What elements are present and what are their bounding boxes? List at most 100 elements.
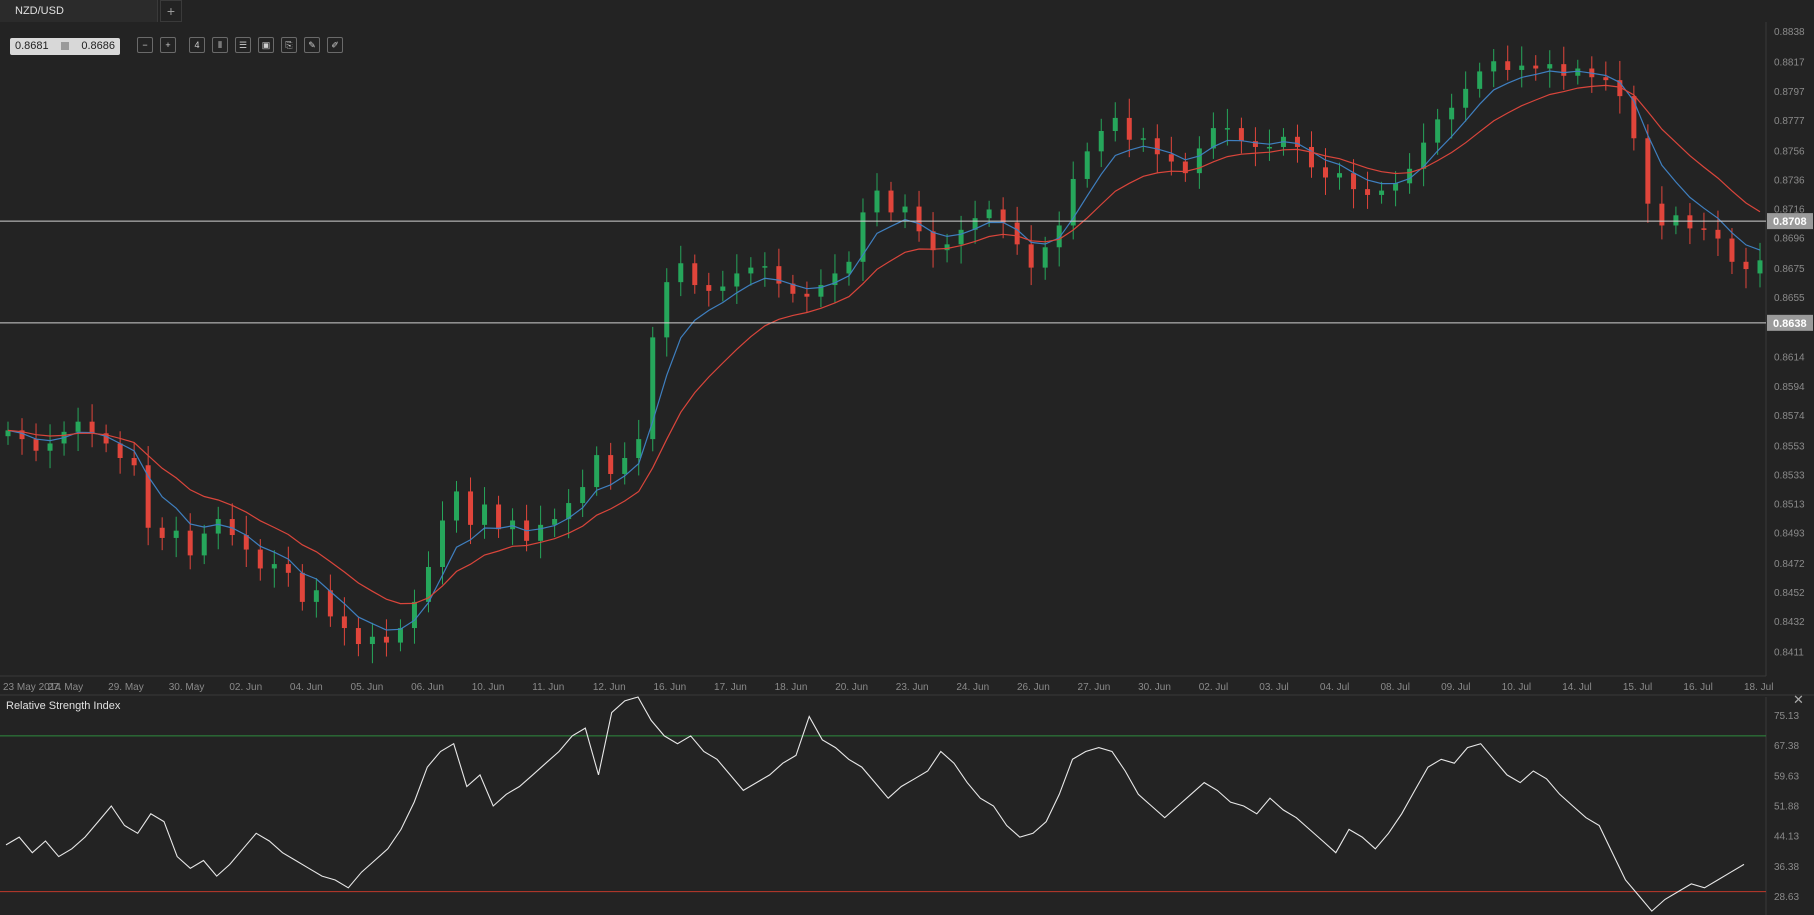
price-tick-label: 0.8736 (1774, 175, 1805, 186)
candle-body (1238, 128, 1244, 142)
candle-body (1196, 148, 1202, 174)
time-tick-label: 10. Jul (1502, 682, 1531, 693)
candle-body (720, 286, 726, 291)
time-tick-label: 27. Jun (1078, 682, 1111, 693)
tab-bar: NZD/USD + (0, 0, 1814, 22)
close-indicator-icon[interactable]: ✕ (1793, 692, 1804, 707)
candle-body (636, 439, 642, 458)
time-tick-label: 18. Jul (1744, 682, 1773, 693)
time-tick-label: 04. Jun (290, 682, 323, 693)
candle-body (5, 430, 11, 437)
ma-slow-line (7, 84, 1761, 605)
time-tick-label: 11. Jun (532, 682, 564, 693)
candle-body (734, 273, 740, 287)
time-tick-label: 03. Jul (1259, 682, 1288, 693)
time-tick-label: 18. Jun (775, 682, 808, 693)
price-tick-label: 0.8493 (1774, 529, 1805, 540)
candle-body (1463, 88, 1469, 108)
candle-body (271, 564, 277, 569)
candle-body (594, 455, 600, 488)
time-tick-label: 20. Jun (835, 682, 868, 693)
level-price-label: 0.8638 (1773, 318, 1807, 330)
price-tick-label: 0.8817 (1774, 58, 1805, 69)
candle-body (1210, 128, 1216, 149)
candle-body (1112, 117, 1118, 131)
candle-body (678, 263, 684, 283)
rsi-tick-label: 59.63 (1774, 771, 1799, 782)
candles-icon[interactable]: ⫴ (212, 37, 228, 53)
candle-body (1617, 80, 1623, 97)
time-tick-label: 16. Jul (1683, 682, 1712, 693)
price-tick-label: 0.8553 (1774, 441, 1805, 452)
pen-icon[interactable]: ✐ (327, 37, 343, 53)
candles-layer (5, 45, 1763, 664)
candle-body (313, 590, 319, 602)
candle-body (916, 206, 922, 232)
candle-body (145, 465, 151, 528)
candle-body (846, 261, 852, 274)
candle-body (1182, 161, 1188, 174)
candle-body (89, 421, 95, 434)
zoom-in-icon[interactable]: + (160, 37, 176, 53)
price-tick-label: 0.8411 (1774, 648, 1804, 659)
candle-body (1561, 64, 1567, 76)
candle-body (1435, 119, 1441, 143)
candle-body (692, 263, 698, 286)
price-tick-label: 0.8614 (1774, 353, 1805, 364)
quote-box[interactable]: 0.8681 0.8686 (10, 38, 120, 55)
candle-body (341, 616, 347, 629)
candle-body (103, 433, 109, 444)
time-tick-label: 02. Jun (229, 682, 262, 693)
candle-body (1056, 225, 1062, 248)
time-tick-label: 27. May (48, 682, 84, 693)
chart-type-icon[interactable]: ▣ (258, 37, 274, 53)
candle-body (47, 443, 53, 451)
candle-body (510, 520, 516, 530)
time-tick-label: 08. Jul (1380, 682, 1409, 693)
candle-body (1168, 154, 1174, 162)
candle-body (243, 535, 249, 550)
candle-body (482, 504, 488, 525)
candle-body (173, 530, 179, 538)
time-tick-label: 26. Jun (1017, 682, 1050, 693)
attach-icon[interactable]: ⎘ (281, 37, 297, 53)
time-tick-label: 29. May (108, 682, 144, 693)
candle-body (1589, 68, 1595, 78)
candle-body (748, 267, 754, 274)
tab-nzdusd[interactable]: NZD/USD (0, 0, 158, 22)
candle-body (1365, 189, 1371, 195)
candle-body (1308, 146, 1314, 168)
candle-body (131, 458, 137, 466)
time-tick-label: 06. Jun (411, 682, 444, 693)
zoom-out-icon[interactable]: − (137, 37, 153, 53)
time-tick-label: 15. Jul (1623, 682, 1652, 693)
time-tick-label: 30. Jun (1138, 682, 1171, 693)
price-tick-label: 0.8756 (1774, 146, 1805, 157)
candle-body (958, 229, 964, 245)
candle-body (61, 431, 67, 444)
time-tick-label: 14. Jul (1562, 682, 1591, 693)
rsi-title: Relative Strength Index (6, 700, 121, 712)
candle-body (1294, 136, 1300, 147)
bid-price: 0.8681 (15, 40, 49, 52)
add-tab-button[interactable]: + (160, 0, 182, 22)
candle-body (1477, 71, 1483, 89)
level-price-tag (1767, 314, 1813, 331)
candle-body (1379, 190, 1385, 195)
candle-body (1729, 238, 1735, 262)
price-tick-label: 0.8696 (1774, 234, 1805, 245)
price-tick-label: 0.8675 (1774, 264, 1805, 275)
candle-body (1042, 247, 1048, 268)
settings-icon[interactable]: ☰ (235, 37, 251, 53)
draw-icon[interactable]: ✎ (304, 37, 320, 53)
candle-body (888, 190, 894, 213)
candle-body (1631, 96, 1637, 139)
timeframe-icon[interactable]: 4 (189, 37, 205, 53)
time-tick-label: 05. Jun (351, 682, 384, 693)
rsi-tick-label: 51.88 (1774, 801, 1799, 812)
level-price-label: 0.8708 (1773, 216, 1807, 228)
price-tick-label: 0.8716 (1774, 204, 1805, 215)
time-tick-label: 04. Jul (1320, 682, 1349, 693)
candle-body (706, 285, 712, 291)
